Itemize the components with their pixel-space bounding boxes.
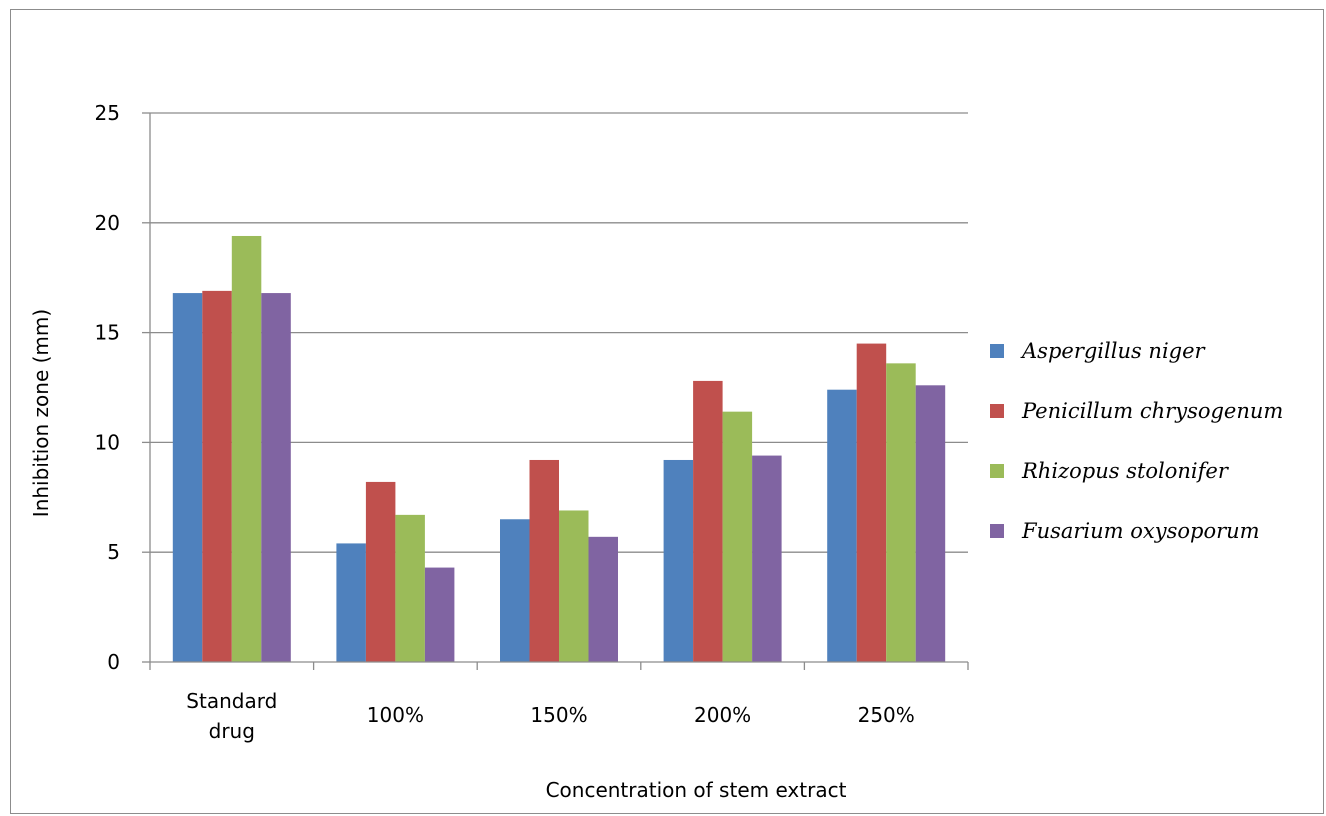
legend-label: Rhizopus stolonifer <box>1021 459 1230 483</box>
bar <box>588 536 618 662</box>
y-tick-label: 20 <box>95 211 120 235</box>
x-tick-label: drug <box>209 719 255 743</box>
y-tick-label: 10 <box>95 430 120 454</box>
legend-label: Fusarium oxysoporum <box>1021 519 1260 543</box>
y-tick-label: 15 <box>95 321 120 345</box>
bar <box>529 459 559 662</box>
bar <box>559 510 589 662</box>
x-tick-label: 150% <box>530 703 587 727</box>
bar <box>856 343 887 662</box>
legend-swatch <box>990 464 1004 478</box>
bar <box>231 235 262 662</box>
bar <box>500 519 530 662</box>
legend-swatch <box>990 524 1004 538</box>
bar <box>395 514 425 662</box>
x-tick-label: 250% <box>858 703 915 727</box>
legend-label: Penicillum chrysogenum <box>1021 399 1283 423</box>
bar <box>365 481 396 662</box>
bar <box>722 411 753 662</box>
bar <box>663 459 694 662</box>
x-axis-title: Concentration of stem extract <box>546 778 847 802</box>
bar <box>827 389 857 662</box>
legend-swatch <box>990 404 1004 418</box>
bar <box>261 293 291 662</box>
bar <box>752 455 782 662</box>
bar <box>202 290 232 662</box>
x-tick-label: Standard <box>186 689 277 713</box>
legend-label: Aspergillus niger <box>1020 339 1207 363</box>
axes <box>142 112 969 670</box>
bar <box>336 543 366 662</box>
legend-swatch <box>990 344 1004 358</box>
y-tick-label: 5 <box>107 540 120 564</box>
bar <box>915 385 946 662</box>
x-tick-label: 200% <box>694 703 751 727</box>
x-tick-label: 100% <box>367 703 424 727</box>
y-tick-label: 0 <box>107 650 120 674</box>
bar <box>886 363 916 662</box>
y-axis-title: Inhibition zone (mm) <box>29 309 53 517</box>
bars <box>172 235 946 662</box>
bar <box>424 567 455 662</box>
legend: Aspergillus niger Penicillum chrysogenum R… <box>990 339 1283 543</box>
y-tick-label: 25 <box>95 101 120 125</box>
tick-labels: 0 5 10 15 20 25 Standard drug 100% 150% 200% 250% <box>95 101 915 743</box>
bar <box>172 293 203 662</box>
bar <box>693 380 723 662</box>
